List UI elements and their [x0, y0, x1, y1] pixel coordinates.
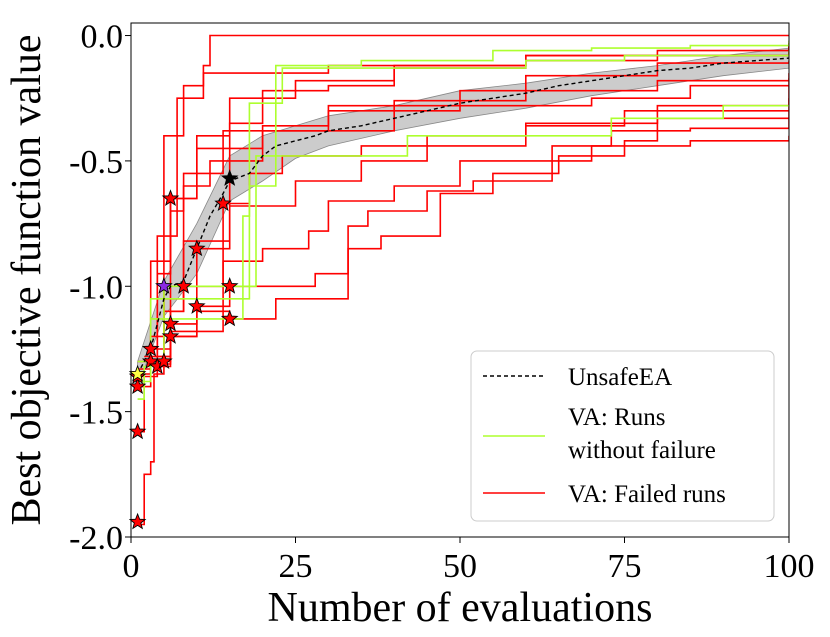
unsafe-ea-mean-line — [136, 57, 789, 375]
run-lines — [137, 34, 789, 526]
x-tick-label: 75 — [608, 548, 642, 585]
y-tick-label: 0.0 — [81, 19, 124, 56]
failed-run-line-9 — [157, 110, 789, 368]
y-axis: 0.0 -0.5 -1.0 -1.5 -2.0 — [69, 19, 131, 557]
failure-star-marker-15 — [220, 277, 239, 294]
x-axis-label: Number of evaluations — [268, 585, 653, 631]
x-tick-label: 0 — [123, 548, 140, 585]
failure-star-marker-10 — [161, 314, 180, 332]
failure-star-marker-2 — [128, 422, 147, 440]
y-tick-label: -1.0 — [69, 269, 123, 306]
ok-run-line-2 — [137, 40, 789, 383]
failure-star-marker-17 — [174, 277, 193, 294]
x-tick-label: 25 — [279, 548, 313, 585]
y-tick-label: -2.0 — [69, 520, 123, 557]
x-tick-label: 100 — [764, 548, 815, 585]
failure-star-marker-3 — [128, 377, 147, 395]
failed-run-line-10 — [163, 85, 789, 363]
y-axis-label: Best objective function value — [4, 34, 50, 525]
y-tick-label: -1.5 — [69, 395, 123, 432]
legend-box — [470, 350, 775, 522]
legend-label-3: VA: Failed runs — [568, 481, 726, 508]
failure-star-marker-14 — [214, 194, 232, 212]
failure-star-marker-13 — [187, 239, 206, 257]
failure-star-marker-1 — [128, 512, 147, 530]
failed-run-line-11 — [144, 78, 789, 358]
failure-star-marker-12 — [187, 297, 206, 314]
legend: UnsafeEA VA: Runs without failure VA: Faile… — [470, 350, 775, 522]
failure-markers — [128, 169, 239, 530]
unsafe-ea-confidence-band — [137, 47, 789, 387]
legend-label-2: without failure — [568, 437, 716, 464]
failed-run-line-12 — [137, 135, 789, 370]
failed-run-line-3 — [137, 34, 789, 388]
unsafe-ea-star-marker — [220, 169, 239, 186]
failed-run-line-7 — [150, 98, 789, 358]
legend-label-2: VA: Runs — [568, 404, 666, 431]
x-axis: 0 25 50 75 100 — [123, 537, 815, 585]
failure-star-marker-16 — [220, 309, 239, 327]
failure-star-marker-11 — [161, 189, 180, 207]
failure-star-marker-8 — [155, 352, 173, 370]
failed-run-line-4 — [137, 43, 789, 378]
y-tick-label: -0.5 — [69, 144, 123, 181]
x-tick-label: 50 — [443, 548, 477, 585]
ok-run-line-3 — [137, 104, 789, 363]
plot-area — [128, 22, 790, 538]
legend-label-1: UnsafeEA — [568, 364, 672, 391]
unsafe-ea-band — [137, 47, 789, 387]
failure-star-marker-6 — [141, 339, 160, 357]
failure-star-marker-9 — [161, 327, 180, 344]
highlight-star-marker-2 — [155, 277, 173, 294]
highlight-star-marker-1 — [128, 364, 147, 382]
unsafe-ea-line — [136, 57, 789, 375]
